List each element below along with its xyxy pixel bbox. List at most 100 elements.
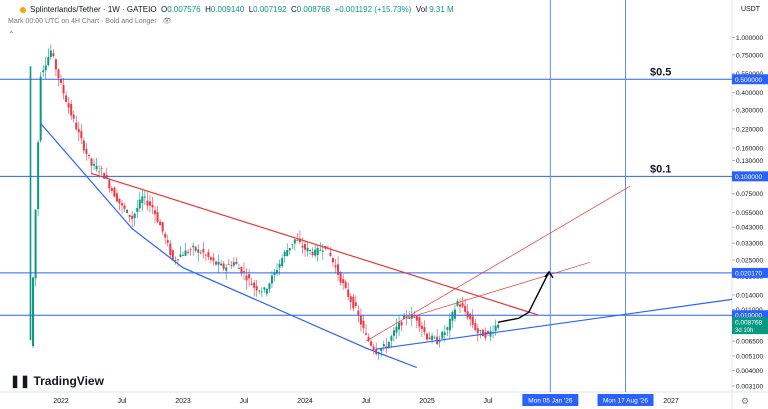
candle-body: [319, 249, 322, 251]
candle: [60, 74, 62, 85]
candle-body: [110, 188, 113, 191]
candle-body: [174, 260, 177, 261]
candle-body: [441, 331, 444, 339]
candle: [240, 266, 243, 277]
candle: [227, 259, 230, 265]
candle-body: [227, 264, 230, 265]
candle-body: [392, 330, 395, 336]
candle: [283, 249, 286, 263]
candle: [273, 268, 276, 282]
candle: [268, 282, 271, 293]
candle-body: [141, 196, 144, 203]
candle-body: [169, 243, 172, 256]
candle-body: [487, 331, 489, 334]
candle-body: [270, 275, 273, 284]
candle-body: [423, 327, 426, 333]
candle: [95, 157, 98, 172]
candle: [32, 276, 35, 349]
candle-body: [321, 250, 324, 252]
candle: [93, 158, 96, 170]
candle-body: [263, 287, 266, 290]
candle: [37, 139, 40, 217]
candle-body: [248, 274, 251, 279]
candle-body: [143, 196, 146, 198]
gear-icon[interactable]: ⚙: [741, 396, 749, 406]
candle-body: [446, 327, 449, 330]
symbol-name[interactable]: Splinterlands/Tether · 1W · GATEIO: [30, 5, 157, 14]
candle: [291, 244, 294, 250]
candle: [288, 247, 291, 255]
candle-body: [54, 59, 57, 70]
candle: [250, 278, 253, 286]
candle-body: [72, 114, 75, 119]
y-tick-label: 0.006500: [736, 339, 763, 346]
y-tick-label: 0.130000: [736, 158, 763, 165]
candle-body: [431, 335, 434, 340]
candle: [75, 115, 78, 131]
chevron-up-icon[interactable]: ⌃: [8, 30, 15, 39]
candle-body: [359, 315, 362, 325]
candle: [194, 245, 197, 253]
candle-body: [225, 267, 228, 271]
candle: [70, 99, 73, 120]
candle-body: [243, 271, 245, 273]
candle-body: [133, 213, 136, 218]
candle: [128, 214, 131, 223]
candle: [189, 247, 192, 256]
candle-body: [87, 154, 90, 156]
eye-icon[interactable]: 👁: [162, 18, 172, 25]
candle-body: [115, 193, 118, 202]
candle-body: [390, 336, 393, 341]
candle-body: [62, 84, 65, 94]
candle-body: [370, 341, 373, 346]
candle: [466, 303, 469, 321]
candle: [260, 287, 263, 297]
candle: [118, 198, 121, 211]
candle: [398, 316, 401, 336]
candle: [87, 154, 90, 160]
candle-body: [126, 209, 129, 213]
candle: [52, 49, 55, 59]
x-tick-label: 2024: [297, 398, 313, 405]
candle: [286, 243, 289, 257]
candle: [428, 332, 431, 340]
candle: [209, 256, 212, 264]
candle-body: [484, 331, 487, 338]
x-tick-label: 2025: [419, 398, 435, 405]
candle: [174, 256, 177, 265]
candle-body: [352, 296, 355, 309]
candle: [497, 321, 500, 331]
candle: [382, 340, 385, 351]
candle-body: [67, 103, 70, 108]
candle-body: [405, 316, 408, 318]
candle-body: [334, 265, 337, 268]
candle-body: [182, 255, 184, 256]
candle: [72, 110, 75, 123]
candle-body: [260, 291, 263, 293]
y-tick-label: 0.004000: [736, 368, 763, 375]
candle-body: [461, 303, 464, 307]
candle: [199, 249, 202, 255]
candle: [403, 312, 406, 320]
candle: [365, 324, 367, 336]
level-axis-label-bg: [732, 310, 768, 321]
candle: [352, 294, 355, 312]
candle: [347, 282, 350, 301]
candle: [184, 242, 187, 257]
candle-body: [230, 265, 233, 267]
level-axis-label-bg: [732, 74, 768, 85]
y-tick-label: 0.300000: [736, 108, 763, 115]
currency-selector[interactable]: USDT: [740, 6, 760, 13]
candle: [438, 335, 441, 348]
y-tick-label: 0.033000: [736, 241, 763, 248]
candle: [54, 57, 57, 77]
candle-body: [293, 239, 296, 244]
candle: [161, 221, 164, 236]
candle-body: [301, 245, 304, 248]
x-tick-label: 2027: [663, 398, 679, 405]
candle-body: [459, 304, 462, 307]
candle-body: [306, 247, 309, 252]
candle-body: [400, 321, 403, 326]
